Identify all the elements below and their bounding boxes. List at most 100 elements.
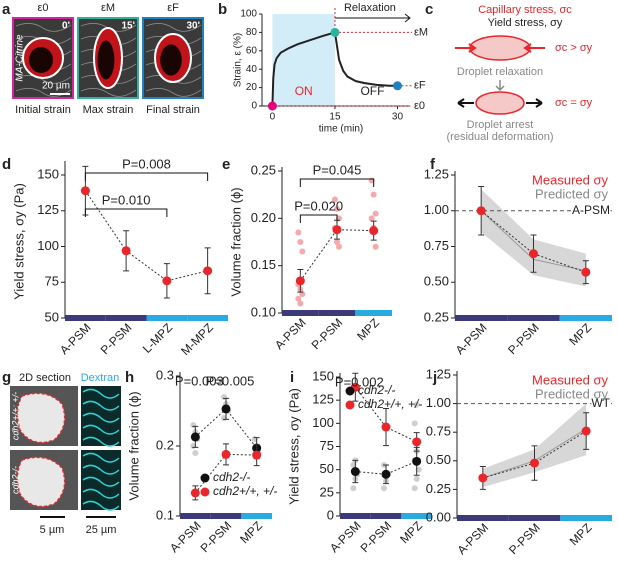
y-tick-label: 50: [45, 309, 59, 324]
x-axis-label: time (min): [319, 124, 363, 135]
region-bar: [370, 513, 402, 519]
droplet: [475, 91, 525, 115]
legend-label: Measured σy: [532, 372, 608, 387]
y-axis-label: Yield stress, σy (Pa): [286, 388, 301, 505]
region-bar: [241, 513, 272, 519]
region-bar: [210, 513, 242, 519]
mean-point: [295, 276, 305, 286]
legend-label: Predicted σy: [535, 386, 609, 401]
prediction-band: [481, 189, 586, 287]
mean-point: [221, 404, 231, 414]
scale-label: 20 µm: [42, 81, 70, 92]
y-tick-label: 125: [37, 202, 59, 217]
region-bar: [560, 515, 612, 521]
arrow: [455, 43, 545, 53]
panel-label: c: [425, 1, 433, 18]
mean-point: [332, 225, 342, 235]
mean-point: [190, 488, 200, 498]
p-value: P=0.020: [294, 198, 343, 213]
p-value: P=0.003: [175, 373, 224, 388]
legend-swatch: [200, 473, 210, 483]
caption: Droplet arrest: [467, 119, 534, 131]
region-bar: [508, 515, 561, 521]
mean-point: [381, 469, 391, 479]
y-tick-label: 0.50: [424, 274, 449, 289]
cell-outline: [16, 456, 66, 508]
trend-line: [299, 229, 374, 282]
strain-symbol: ε0: [37, 2, 48, 14]
texture: [15, 75, 72, 84]
trend-line: [480, 210, 587, 273]
dextran-texture: [82, 388, 120, 399]
x-tick-label: MPZ: [354, 315, 382, 343]
region-bar: [318, 310, 356, 316]
strain-symbol: εM: [101, 2, 115, 14]
y-tick-label: 100: [240, 9, 257, 20]
trend-line: [354, 386, 417, 443]
x-tick-label: A-PSM: [454, 520, 491, 557]
p-value: P=0.008: [122, 156, 171, 171]
data-point: [411, 420, 418, 427]
genotype-label: cdh2+/+; +/-: [10, 392, 20, 440]
y-tick-label: 0.1: [156, 507, 174, 522]
marker-label: εM: [414, 26, 428, 38]
texture: [145, 23, 202, 32]
dextran-texture: [82, 464, 120, 475]
data-point: [413, 401, 420, 408]
significance-bracket: [299, 178, 375, 187]
y-tick-label: 75: [320, 438, 334, 453]
dextran-texture: [82, 400, 120, 411]
panel-label: i: [290, 369, 294, 386]
reference-label: WT: [591, 396, 610, 410]
data-point: [336, 243, 342, 250]
stain-label: MA-Citrine: [15, 34, 26, 82]
reference-label: A-PSM: [572, 203, 610, 217]
legend-label: Measured σy: [532, 172, 608, 187]
data-point: [192, 450, 199, 456]
x-tick-label: 15: [329, 112, 341, 123]
significance-bracket: [299, 214, 338, 223]
droplet-core: [160, 44, 182, 76]
mean-point: [476, 206, 486, 216]
marker-label: ε0: [414, 100, 425, 112]
panel-label: g: [2, 369, 11, 386]
y-tick-label: 0.25: [426, 481, 451, 496]
data-point: [332, 196, 338, 203]
relation: σc > σy: [555, 42, 593, 54]
data-point: [413, 475, 420, 482]
region-bar: [340, 513, 371, 519]
y-tick-label: 0.00: [426, 509, 451, 524]
data-point: [295, 295, 302, 302]
mean-point: [381, 422, 391, 432]
region-bar: [180, 513, 211, 519]
region-bar: [187, 315, 228, 321]
data-point: [334, 239, 340, 245]
region-bar: [355, 310, 392, 316]
strain-curve: [271, 31, 398, 107]
caption: Droplet relaxation: [457, 66, 543, 78]
significance-bracket: [84, 172, 209, 181]
x-tick-label: A-PSM: [167, 518, 204, 555]
x-tick-label: P-PSM: [506, 520, 543, 557]
prediction-band: [482, 403, 587, 488]
legend-swatch: [345, 386, 355, 396]
y-tick-label: 0.3: [156, 367, 174, 382]
p-value: P=0.005: [206, 373, 255, 388]
region-bar: [559, 315, 612, 321]
region-bar: [105, 315, 147, 321]
column-header: 2D section: [19, 372, 71, 384]
x-tick-label: A-PSM: [453, 320, 490, 357]
y-tick-label: 0.10: [251, 304, 276, 319]
image-caption: Max strain: [83, 104, 134, 116]
dextran-texture: [82, 452, 120, 463]
caption: (residual deformation): [447, 131, 554, 143]
texture: [15, 23, 72, 32]
droplet-core: [29, 47, 53, 73]
dextran-texture: [82, 500, 120, 511]
mean-point: [530, 458, 539, 468]
y-tick-label: 1.00: [426, 395, 451, 410]
panel-label: j: [432, 369, 437, 386]
legend-label: Predicted σy: [535, 186, 609, 201]
y-axis-label: Volume fraction (ϕ): [126, 391, 141, 500]
mean-point: [369, 226, 379, 236]
